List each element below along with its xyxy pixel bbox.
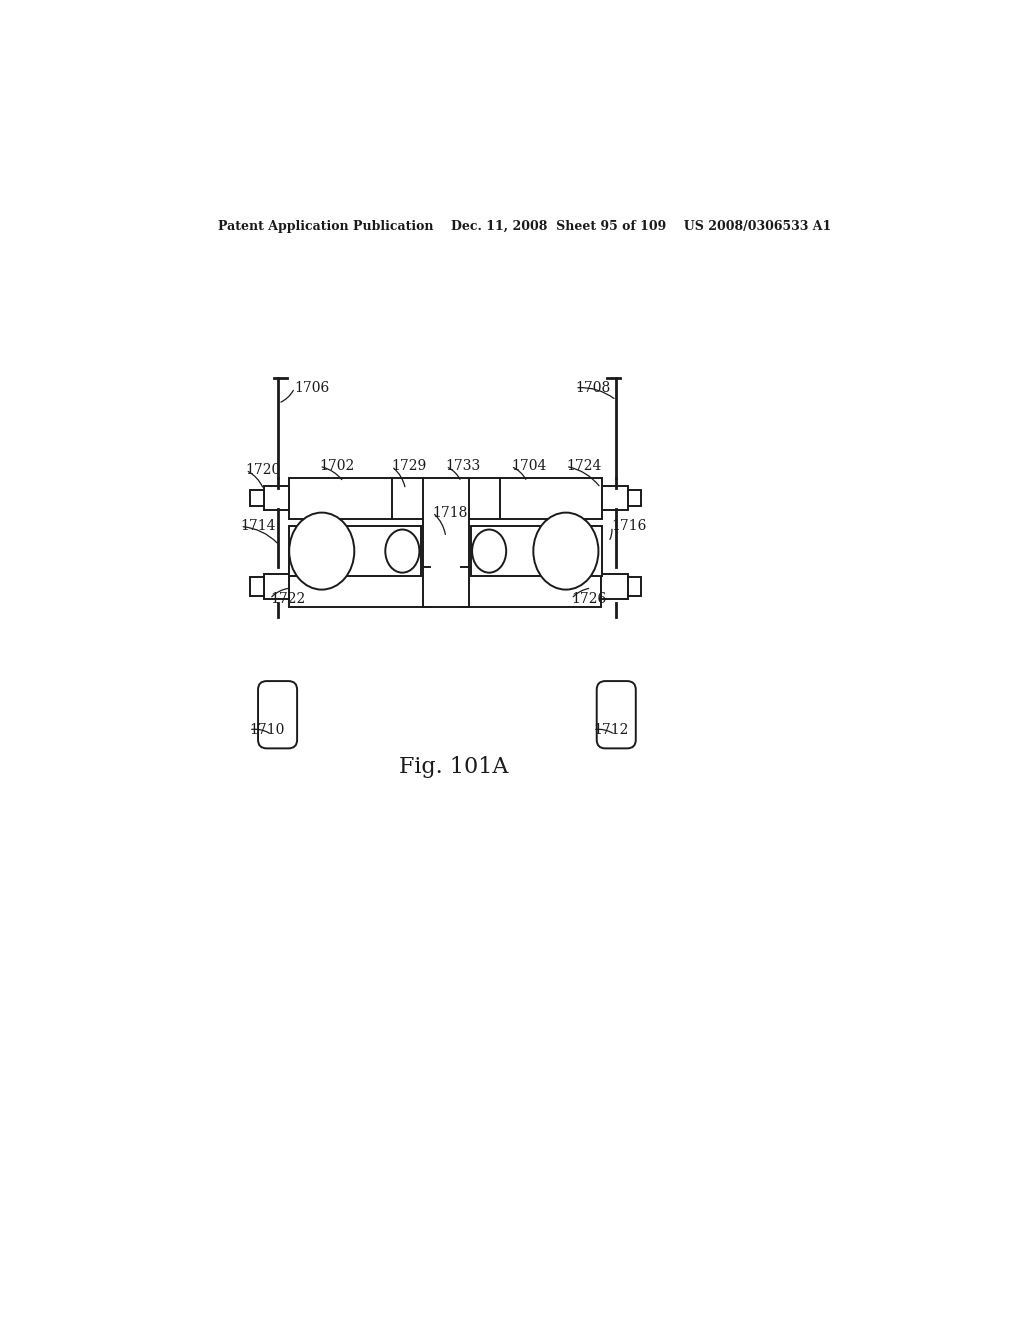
Text: 1716: 1716: [611, 520, 647, 533]
Bar: [628, 490, 641, 507]
Text: 1726: 1726: [571, 591, 606, 606]
Bar: [289, 527, 421, 576]
Text: Patent Application Publication    Dec. 11, 2008  Sheet 95 of 109    US 2008/0306: Patent Application Publication Dec. 11, …: [218, 219, 831, 232]
Bar: [251, 577, 263, 595]
Ellipse shape: [289, 512, 354, 590]
Bar: [628, 577, 641, 595]
FancyBboxPatch shape: [258, 681, 297, 748]
FancyBboxPatch shape: [597, 681, 636, 748]
Text: 1712: 1712: [593, 723, 629, 737]
Text: Fig. 101A: Fig. 101A: [398, 755, 508, 777]
Text: 1702: 1702: [319, 459, 354, 474]
Text: 1720: 1720: [246, 463, 281, 478]
Text: 1718: 1718: [432, 506, 468, 520]
Text: 1708: 1708: [575, 381, 610, 395]
Text: 1714: 1714: [241, 520, 275, 533]
Text: 1710: 1710: [249, 723, 285, 737]
Text: 1704: 1704: [511, 459, 546, 474]
Bar: [289, 478, 391, 519]
Ellipse shape: [385, 529, 420, 573]
Text: 1724: 1724: [566, 459, 601, 474]
Bar: [289, 566, 430, 607]
Bar: [602, 486, 628, 510]
Bar: [251, 490, 263, 507]
Text: 1706: 1706: [295, 381, 330, 395]
Text: 1733: 1733: [445, 459, 481, 474]
Text: 1722: 1722: [270, 591, 305, 606]
Bar: [461, 566, 601, 607]
Bar: [500, 478, 602, 519]
Bar: [423, 478, 469, 607]
Ellipse shape: [472, 529, 506, 573]
Bar: [471, 527, 602, 576]
Ellipse shape: [534, 512, 598, 590]
Bar: [601, 574, 628, 599]
Bar: [263, 574, 289, 599]
Text: 1729: 1729: [391, 459, 427, 474]
Bar: [263, 486, 289, 510]
